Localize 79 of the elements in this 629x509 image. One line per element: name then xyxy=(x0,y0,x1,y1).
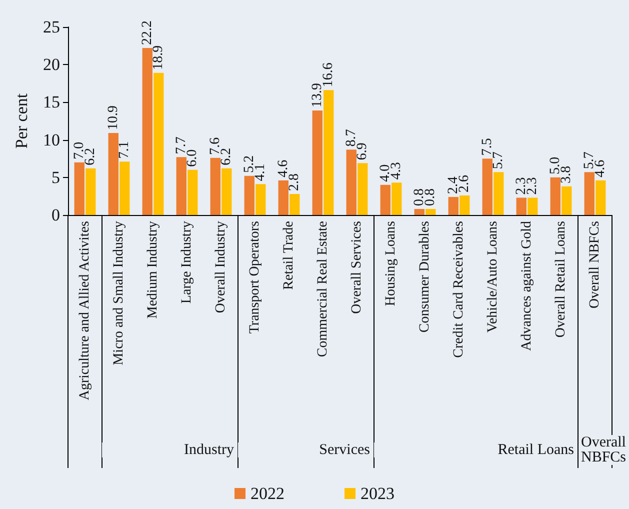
y-tick-label: 20 xyxy=(43,55,60,74)
x-tick-label: Credit Card Receivables xyxy=(452,221,466,358)
x-tick-label: Micro and Small Industry xyxy=(112,221,126,366)
bar xyxy=(210,158,220,215)
data-label: 2.3 xyxy=(525,177,540,195)
x-tick-label: Advances against Gold xyxy=(520,221,534,351)
bar xyxy=(108,133,118,215)
bar xyxy=(256,184,266,215)
data-label: 16.6 xyxy=(321,62,336,88)
data-label: 2.6 xyxy=(457,174,472,192)
x-tick-label: Transport Operators xyxy=(248,221,262,334)
bar xyxy=(358,163,368,215)
x-tick-label: Large Industry xyxy=(180,221,194,304)
bar xyxy=(222,168,232,215)
data-label: 4.1 xyxy=(253,164,268,182)
bar xyxy=(324,90,334,215)
bar xyxy=(584,172,594,215)
bar xyxy=(494,172,504,215)
bar xyxy=(414,208,424,215)
bar xyxy=(516,198,526,215)
data-label: 18.9 xyxy=(151,45,166,70)
bar xyxy=(346,150,356,215)
data-label: 6.2 xyxy=(219,148,234,166)
x-tick-label: Retail Trade xyxy=(282,221,296,290)
bar xyxy=(596,180,606,215)
bar xyxy=(312,110,322,215)
x-tick-label: Overall Retail Loans xyxy=(554,221,568,338)
bar xyxy=(448,196,458,215)
data-label: 7.1 xyxy=(117,141,132,159)
data-label: 2.8 xyxy=(287,173,302,191)
bar xyxy=(380,184,390,215)
text: Services xyxy=(319,442,370,458)
bar xyxy=(244,176,254,215)
data-label: 6.2 xyxy=(83,148,98,166)
x-tick-label: Vehicle/Auto Loans xyxy=(486,221,500,333)
y-tick-label: 25 xyxy=(43,18,60,36)
x-tick-label: Overall Services xyxy=(350,221,364,314)
bar xyxy=(528,198,538,215)
data-label: 6.9 xyxy=(355,142,370,160)
bar xyxy=(482,158,492,215)
bar xyxy=(188,170,198,215)
bar xyxy=(290,194,300,215)
data-label: 5.7 xyxy=(491,152,506,170)
bar xyxy=(120,162,130,215)
text: Overall NBFCs xyxy=(581,434,629,466)
y-tick-label: 15 xyxy=(43,92,60,112)
bar xyxy=(154,72,164,215)
bar xyxy=(74,162,84,215)
legend-label: 2022 xyxy=(250,484,284,503)
data-label: 4.3 xyxy=(389,162,404,180)
bar xyxy=(550,177,560,215)
y-tick-label: 0 xyxy=(52,206,60,224)
x-tick-label: Housing Loans xyxy=(384,221,398,306)
bar xyxy=(460,195,470,215)
x-tick-label: Overall Industry xyxy=(214,221,228,314)
text: Industry xyxy=(184,442,234,458)
data-label: 10.9 xyxy=(106,106,121,130)
y-axis-title: Per cent xyxy=(12,93,31,149)
bar xyxy=(392,182,402,215)
bar xyxy=(86,168,96,215)
bar xyxy=(176,157,186,215)
data-label: 6.0 xyxy=(185,149,200,167)
y-tick-label: 5 xyxy=(52,168,60,187)
legend-label: 2023 xyxy=(360,484,394,503)
bar xyxy=(562,186,572,215)
x-tick-label: Commercial Real Estate xyxy=(316,221,330,358)
y-tick-label: 10 xyxy=(43,130,60,150)
data-label: 3.8 xyxy=(559,166,574,184)
x-tick-label: Overall NBFCs xyxy=(588,221,602,308)
x-tick-label: Agriculture and Allied Activites xyxy=(78,221,92,400)
bar xyxy=(426,208,436,215)
text: Retail Loans xyxy=(498,442,574,458)
bar xyxy=(142,48,152,215)
x-tick-label: Medium Industry xyxy=(146,221,160,319)
x-tick-label: Consumer Durables xyxy=(418,221,432,333)
bar xyxy=(278,180,288,215)
data-label: 22.2 xyxy=(140,20,155,46)
data-label: 0.8 xyxy=(423,188,438,206)
data-label: 4.6 xyxy=(593,160,608,178)
